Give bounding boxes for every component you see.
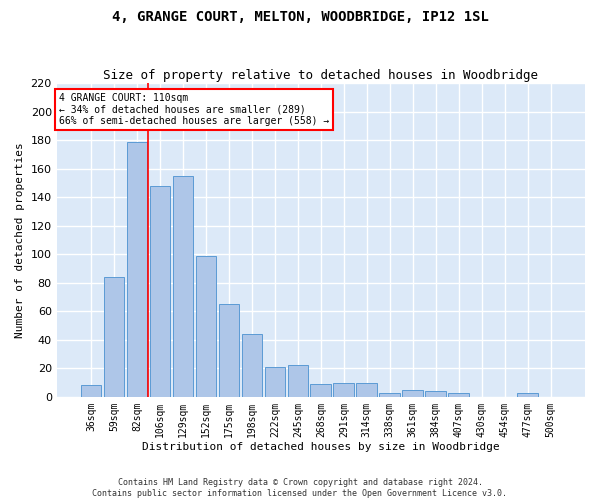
Bar [173,176,193,397]
Title: Size of property relative to detached houses in Woodbridge: Size of property relative to detached ho… [103,69,538,82]
Bar [334,382,354,397]
Text: 4, GRANGE COURT, MELTON, WOODBRIDGE, IP12 1SL: 4, GRANGE COURT, MELTON, WOODBRIDGE, IP1… [112,10,488,24]
Bar [517,392,538,397]
Bar [242,334,262,397]
Bar [218,304,239,397]
Bar [425,391,446,397]
Bar [379,392,400,397]
Text: Contains HM Land Registry data © Crown copyright and database right 2024.
Contai: Contains HM Land Registry data © Crown c… [92,478,508,498]
Bar [448,392,469,397]
Text: 4 GRANGE COURT: 110sqm
← 34% of detached houses are smaller (289)
66% of semi-de: 4 GRANGE COURT: 110sqm ← 34% of detached… [59,92,329,126]
Bar [196,256,216,397]
Bar [127,142,148,397]
Bar [287,366,308,397]
Bar [149,186,170,397]
Bar [80,386,101,397]
Bar [356,382,377,397]
Bar [403,390,423,397]
Bar [104,277,124,397]
X-axis label: Distribution of detached houses by size in Woodbridge: Distribution of detached houses by size … [142,442,500,452]
Y-axis label: Number of detached properties: Number of detached properties [15,142,25,338]
Bar [310,384,331,397]
Bar [265,367,285,397]
